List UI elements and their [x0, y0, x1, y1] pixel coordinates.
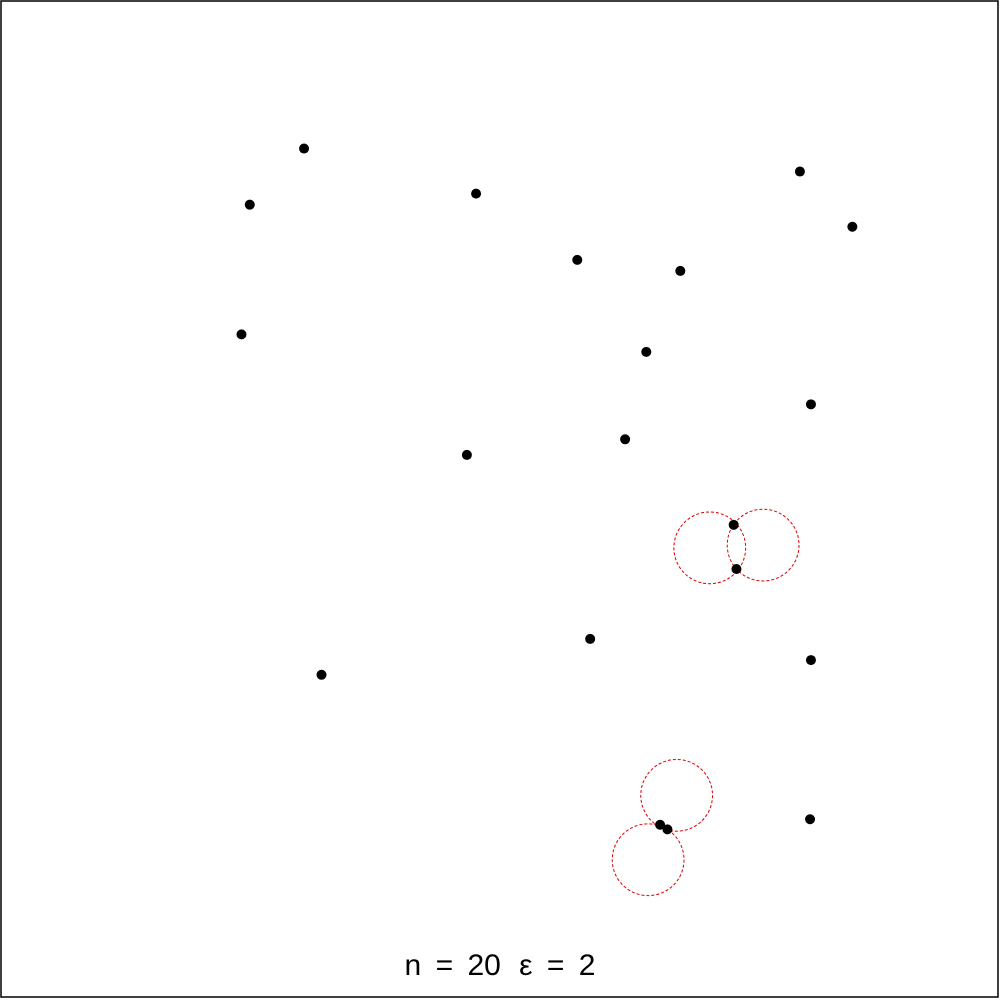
data-point-7 [236, 329, 247, 340]
data-point-8 [641, 346, 652, 357]
data-point-10 [620, 434, 631, 445]
caption-eps-value: 2 [579, 949, 596, 982]
data-point-3 [794, 166, 805, 177]
data-point-19 [805, 814, 816, 825]
data-point-18 [662, 824, 673, 835]
data-point-1 [244, 199, 255, 210]
data-point-13 [731, 564, 742, 574]
data-point-17 [655, 819, 666, 830]
caption-n-value: 20 [467, 949, 500, 982]
epsilon-circles [611, 508, 800, 897]
caption-n-equals: = [436, 949, 454, 982]
data-point-16 [805, 655, 816, 666]
data-point-14 [585, 633, 596, 644]
caption-n-label: n [405, 949, 422, 982]
epsilon-circle-3 [611, 823, 685, 897]
caption-eps-label: ε [519, 949, 532, 982]
data-point-6 [675, 265, 686, 276]
data-point-2 [471, 188, 482, 199]
data-point-12 [728, 519, 739, 530]
epsilon-circle-2 [640, 758, 714, 832]
data-point-5 [572, 254, 583, 265]
epsilon-circle-0 [673, 511, 747, 585]
caption-eps-equals: = [547, 949, 565, 982]
data-point-15 [316, 669, 327, 680]
data-points [236, 143, 858, 835]
data-point-11 [461, 449, 472, 460]
data-point-0 [299, 143, 310, 154]
data-point-4 [847, 221, 858, 232]
chart-caption: n = 20 ε = 2 [405, 949, 596, 982]
epsilon-circle-1 [726, 508, 800, 582]
data-point-9 [805, 399, 816, 410]
